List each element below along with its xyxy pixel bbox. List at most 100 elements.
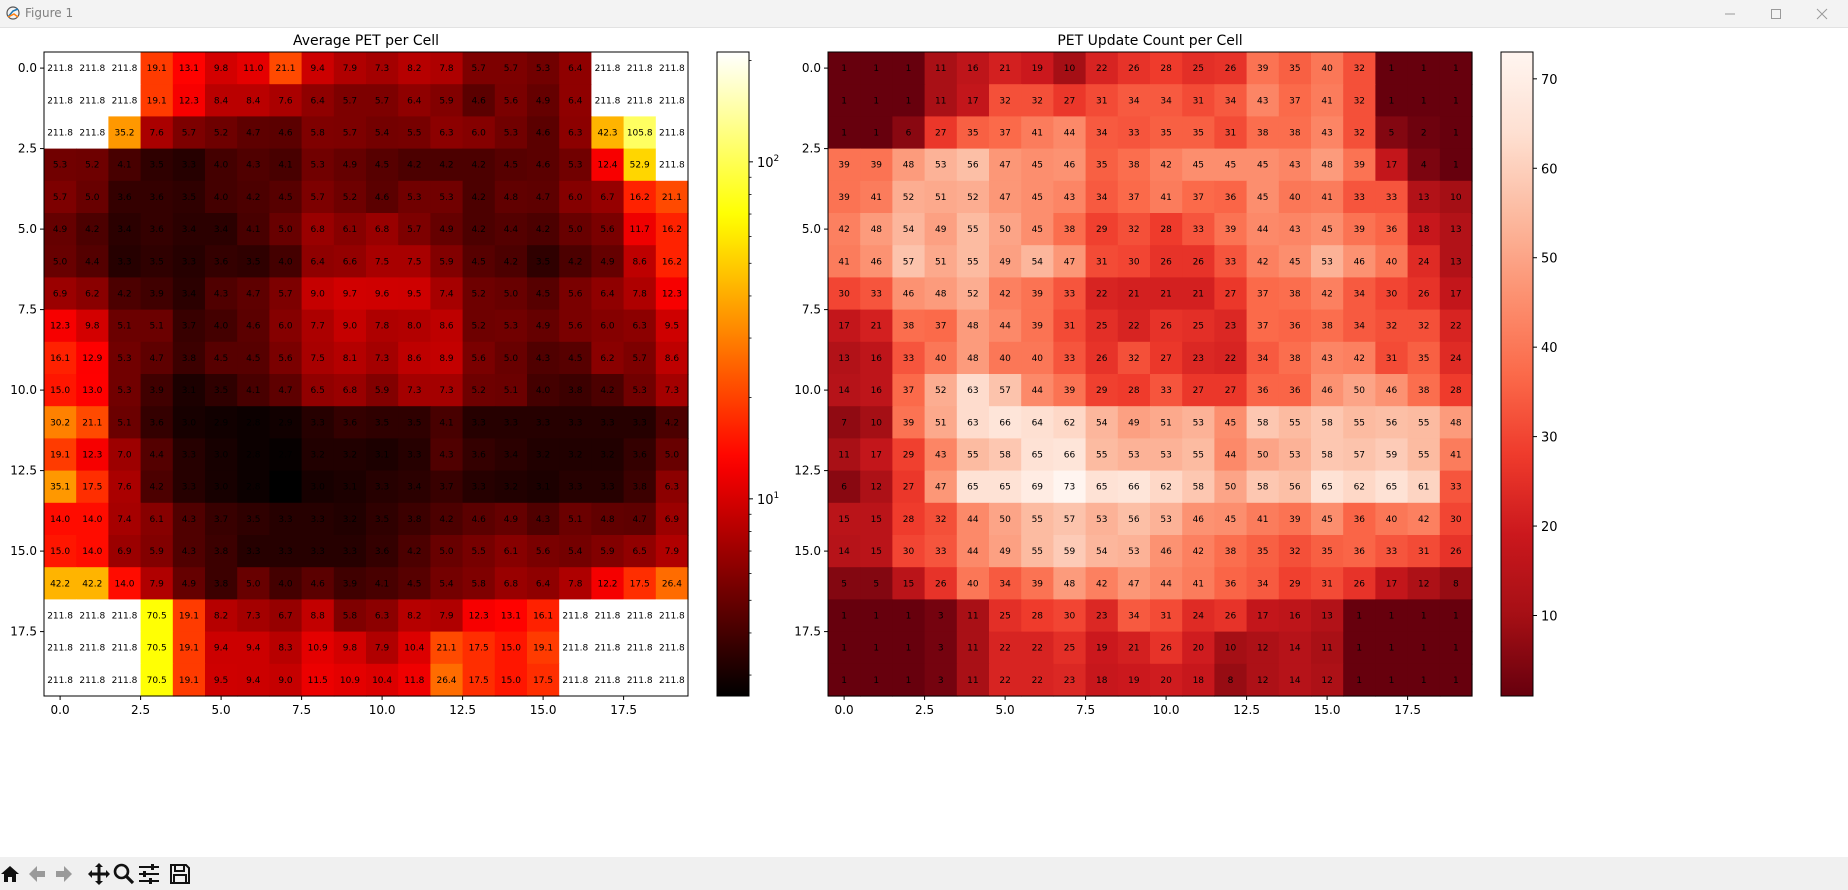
count-cell-label: 12 — [1257, 676, 1268, 686]
pet-cell-label: 9.8 — [214, 64, 229, 74]
pet-cell — [269, 535, 303, 568]
pet-cell — [623, 341, 657, 375]
pet-cell-label: 4.1 — [246, 225, 260, 235]
figure-canvas[interactable]: 211.8 211.8 211.8 19.1 13.1 9.8 11.0 21.1 9.4 7.9… — [0, 28, 1848, 856]
count-cell-label: 40 — [935, 354, 947, 364]
count-cell — [1150, 631, 1183, 665]
pet-cell — [398, 470, 431, 504]
pet-cell — [398, 535, 431, 568]
count-cell-label: 54 — [903, 225, 915, 235]
count-cell — [1182, 245, 1215, 278]
pet-cell-label: 5.7 — [53, 193, 67, 203]
count-cell-label: 22 — [1032, 676, 1043, 686]
pet-cell-label: 5.2 — [85, 161, 99, 171]
count-cell-label: 1 — [1356, 676, 1362, 686]
pet-cell — [108, 84, 142, 117]
pet-cell-label: 70.5 — [147, 644, 167, 654]
pet-cell-label: 5.1 — [504, 386, 518, 396]
pet-cell — [430, 470, 464, 504]
pet-cell-label: 211.8 — [627, 644, 653, 654]
count-cell-label: 44 — [1225, 451, 1237, 461]
home-button[interactable] — [0, 862, 22, 886]
back-button[interactable] — [25, 862, 49, 886]
pet-cell-label: 3.3 — [311, 418, 325, 428]
count-cell-label: 39 — [1225, 225, 1237, 235]
pet-cell-label: 8.9 — [439, 354, 454, 364]
pet-cell — [462, 631, 496, 665]
pet-cell-label: 5.0 — [665, 451, 680, 461]
count-cell-label: 39 — [1257, 64, 1269, 74]
count-cell-label: 1 — [873, 644, 879, 654]
count-cell-label: 1 — [1453, 612, 1459, 622]
pet-cell — [462, 438, 496, 472]
count-cell — [924, 245, 958, 278]
count-cell-label: 62 — [1064, 418, 1075, 428]
pet-cell — [108, 406, 142, 439]
pan-button[interactable] — [87, 862, 111, 886]
count-cell-label: 10 — [1450, 193, 1462, 203]
pet-cell — [108, 631, 142, 665]
pet-cell-label: 5.7 — [343, 96, 357, 106]
pet-cell — [494, 245, 528, 278]
pet-cell-label: 7.4 — [439, 290, 454, 300]
count-cell — [1278, 277, 1312, 311]
count-cell — [1214, 502, 1248, 536]
configure-subplots-button[interactable] — [137, 862, 161, 886]
pet-cell — [237, 148, 270, 182]
count-cell — [1278, 245, 1312, 278]
count-cell — [1278, 180, 1312, 214]
count-cell — [860, 502, 893, 536]
count-cell-label: 46 — [871, 257, 883, 267]
pet-cell — [205, 631, 238, 665]
pet-cell — [527, 148, 560, 182]
count-cell-label: 35 — [967, 129, 978, 139]
pet-cell-label: 5.6 — [600, 225, 615, 235]
zoom-button[interactable] — [112, 862, 136, 886]
count-cell — [1214, 535, 1248, 568]
count-cell-label: 33 — [1386, 547, 1397, 557]
pet-cell-label: 6.2 — [85, 290, 99, 300]
count-cell — [1021, 180, 1054, 214]
pet-cell-label: 211.8 — [112, 644, 138, 654]
pet-cell — [494, 502, 528, 536]
pet-cell — [527, 245, 560, 278]
count-cell-label: 51 — [935, 418, 946, 428]
count-cell — [1182, 148, 1215, 182]
count-cell — [1117, 631, 1151, 665]
pet-cell — [108, 277, 142, 311]
count-cell — [1053, 631, 1087, 665]
pet-cell — [140, 502, 174, 536]
count-cell — [1214, 52, 1248, 85]
count-cell — [1117, 52, 1151, 85]
pet-cell — [430, 116, 464, 150]
pet-cell-label: 6.1 — [504, 547, 518, 557]
save-button[interactable] — [168, 862, 192, 886]
pet-cell — [108, 116, 142, 150]
count-cell-label: 35 — [1096, 161, 1107, 171]
pet-cell-label: 6.0 — [568, 193, 583, 203]
count-cell — [924, 309, 958, 343]
count-cell-label: 31 — [1225, 129, 1236, 139]
pet-cell — [591, 374, 625, 407]
count-cell-label: 43 — [1064, 193, 1075, 203]
pet-cell — [591, 245, 625, 278]
maximize-button[interactable] — [1753, 0, 1799, 27]
pet-cell — [205, 213, 238, 246]
count-cell-label: 56 — [1128, 515, 1140, 525]
count-cell-label: 35 — [1160, 129, 1171, 139]
pet-cell-label: 4.0 — [536, 386, 551, 396]
count-cell-label: 55 — [967, 225, 978, 235]
count-cell-label: 1 — [873, 64, 879, 74]
count-cell-label: 16 — [967, 64, 979, 74]
close-button[interactable] — [1799, 0, 1845, 27]
count-cell — [924, 567, 958, 600]
minimize-button[interactable] — [1707, 0, 1753, 27]
pet-cell-label: 5.3 — [504, 322, 518, 332]
pet-cell — [269, 502, 303, 536]
pet-cell-label: 4.5 — [536, 290, 550, 300]
pet-cell — [623, 245, 657, 278]
forward-button[interactable] — [52, 862, 76, 886]
count-cell-label: 36 — [1354, 547, 1366, 557]
count-cell — [989, 406, 1022, 439]
count-cell-label: 46 — [1160, 547, 1172, 557]
